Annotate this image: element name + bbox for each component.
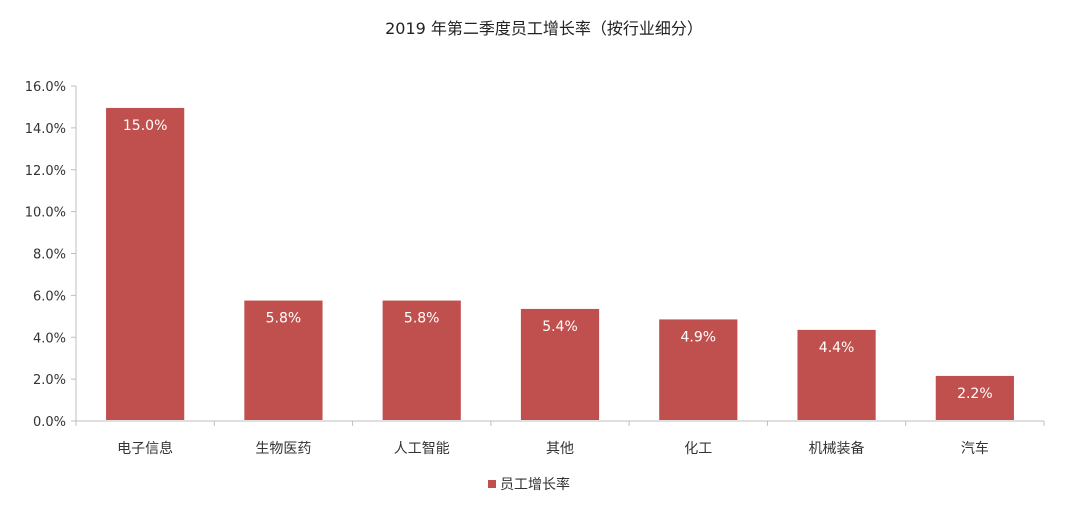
- legend: 员工增长率: [488, 476, 570, 493]
- bar-data-label: 5.8%: [404, 311, 440, 327]
- y-tick-label: 2.0%: [33, 373, 66, 388]
- bar: [104, 105, 187, 422]
- y-tick-label: 6.0%: [33, 289, 66, 304]
- x-tick-label: 生物医药: [255, 441, 311, 457]
- bar-data-label: 15.0%: [123, 118, 167, 134]
- y-tick-label: 8.0%: [33, 248, 66, 263]
- y-tick-label: 10.0%: [25, 206, 66, 221]
- x-tick-label: 机械装备: [809, 440, 865, 457]
- x-tick-label: 化工: [684, 441, 712, 457]
- bar-data-label: 4.9%: [680, 329, 716, 345]
- bar-data-label: 2.2%: [957, 386, 993, 402]
- y-axis: 0.0% 2.0% 4.0% 6.0% 8.0% 10.0% 12.0% 14.0% 16.0%: [25, 80, 77, 430]
- chart-title: 2019 年第二季度员工增长率（按行业细分）: [385, 19, 703, 38]
- bar-data-label: 4.4%: [819, 340, 855, 356]
- y-tick-label: 4.0%: [33, 331, 66, 346]
- x-tick-label: 汽车: [961, 440, 989, 457]
- legend-label: 员工增长率: [500, 476, 570, 493]
- bar: [795, 327, 878, 422]
- x-axis: 电子信息 生物医药 人工智能 其他 化工 机械装备 汽车: [75, 420, 1045, 457]
- bar: [933, 373, 1016, 422]
- bar-series: 15.0% 5.8% 5.8% 5.4% 4.9% 4.4% 2.2%: [104, 105, 1016, 422]
- bar-data-label: 5.4%: [542, 319, 578, 335]
- y-tick-label: 0.0%: [33, 415, 66, 430]
- bar-data-label: 5.8%: [266, 311, 302, 327]
- x-tick-label: 其他: [546, 441, 574, 457]
- bar: [657, 317, 740, 422]
- bar: [380, 298, 463, 422]
- bar: [242, 298, 325, 422]
- x-tick-label: 电子信息: [117, 440, 173, 457]
- y-tick-label: 14.0%: [25, 122, 66, 137]
- y-tick-label: 16.0%: [25, 80, 66, 95]
- legend-swatch: [488, 480, 496, 488]
- x-tick-label: 人工智能: [394, 441, 450, 457]
- y-tick-label: 12.0%: [25, 164, 66, 179]
